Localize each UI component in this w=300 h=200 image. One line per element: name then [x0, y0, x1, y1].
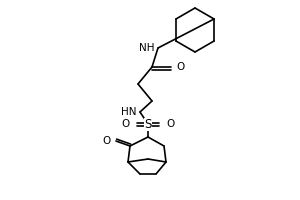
- Text: O: O: [176, 62, 184, 72]
- Text: NH: NH: [140, 43, 155, 53]
- Text: S: S: [144, 117, 152, 130]
- Text: O: O: [122, 119, 130, 129]
- Text: O: O: [103, 136, 111, 146]
- Text: HN: HN: [122, 107, 137, 117]
- Text: O: O: [166, 119, 174, 129]
